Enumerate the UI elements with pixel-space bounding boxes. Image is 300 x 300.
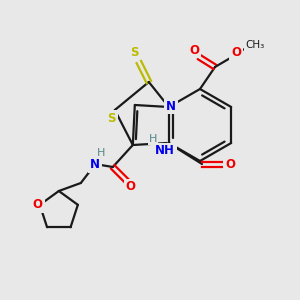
Text: O: O (189, 44, 199, 56)
Text: O: O (225, 158, 235, 170)
Text: S: S (130, 46, 139, 59)
Text: N: N (166, 100, 176, 112)
Text: O: O (33, 198, 43, 211)
Text: S: S (108, 112, 116, 124)
Text: O: O (126, 181, 136, 194)
Text: H: H (148, 134, 157, 144)
Text: H: H (97, 148, 105, 158)
Text: NH: NH (155, 145, 175, 158)
Text: CH₃: CH₃ (245, 40, 265, 50)
Text: N: N (90, 158, 100, 172)
Text: O: O (231, 46, 241, 59)
